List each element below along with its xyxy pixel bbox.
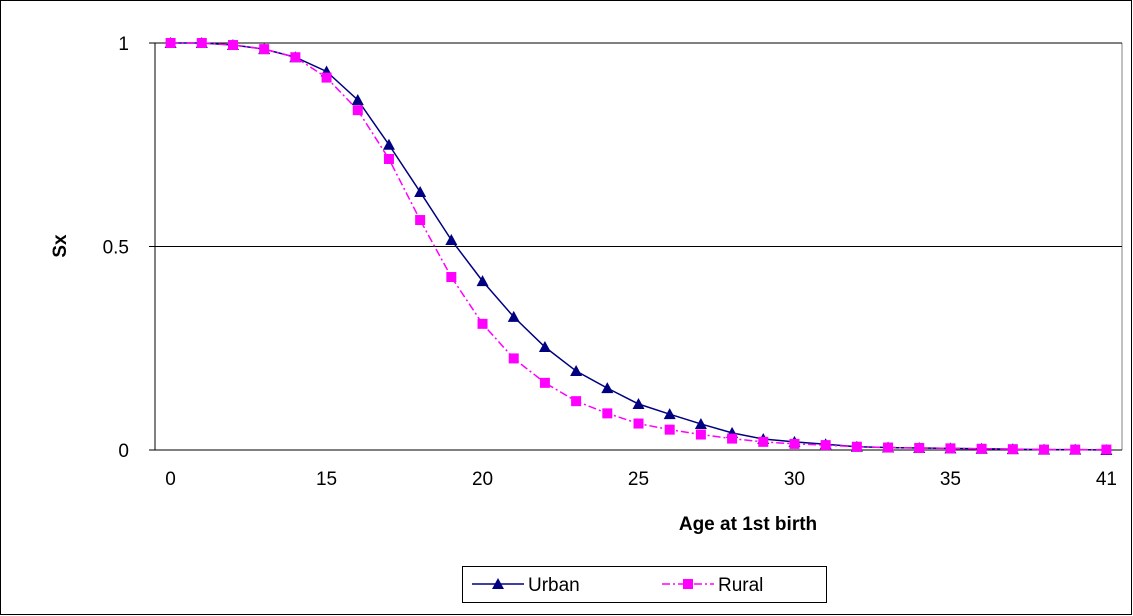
marker: [601, 382, 614, 394]
marker: [789, 438, 800, 449]
x-tick-label: 15: [316, 469, 337, 490]
marker: [633, 418, 644, 429]
marker: [538, 341, 551, 353]
y-tick-label: 0: [118, 441, 129, 462]
y-tick-label: 1: [118, 34, 129, 55]
marker: [227, 40, 238, 51]
marker: [415, 215, 426, 226]
marker: [727, 433, 738, 444]
marker: [571, 396, 582, 407]
legend-label: Rural: [718, 575, 763, 596]
marker: [477, 318, 488, 329]
marker: [445, 233, 458, 245]
marker: [508, 353, 519, 364]
y-tick-label: 0.5: [103, 238, 129, 259]
marker: [1101, 444, 1112, 455]
x-tick-label: 0: [165, 469, 176, 490]
marker: [321, 72, 332, 83]
legend-marker: [492, 578, 504, 589]
marker: [663, 408, 676, 420]
marker: [602, 408, 613, 419]
marker: [539, 377, 550, 388]
x-axis-label: Age at 1st birth: [679, 514, 817, 535]
legend-label: Urban: [528, 575, 580, 596]
y-axis-label: Sx: [50, 234, 71, 258]
marker: [664, 424, 675, 435]
marker: [165, 38, 176, 48]
marker: [820, 440, 831, 451]
marker: [914, 442, 925, 453]
marker: [1070, 444, 1081, 455]
marker: [507, 310, 520, 322]
x-tick-label: 30: [784, 469, 805, 490]
marker: [352, 105, 363, 116]
marker: [694, 417, 707, 429]
marker: [1039, 444, 1050, 455]
marker: [476, 275, 489, 287]
x-tick-label: 41: [1096, 469, 1117, 490]
x-tick-label: 20: [472, 469, 493, 490]
legend-marker: [683, 579, 693, 589]
marker: [259, 44, 270, 55]
marker: [945, 443, 956, 454]
x-tick-label: 35: [940, 469, 961, 490]
marker: [695, 429, 706, 440]
marker: [570, 365, 583, 377]
marker: [976, 443, 987, 454]
marker: [632, 398, 645, 410]
marker: [883, 442, 894, 453]
marker: [446, 272, 457, 283]
marker: [351, 93, 364, 105]
x-tick-label: 25: [628, 469, 649, 490]
marker: [290, 52, 301, 63]
marker: [758, 436, 769, 447]
marker: [196, 38, 207, 48]
marker: [1007, 444, 1018, 455]
marker: [382, 138, 395, 150]
marker: [383, 153, 394, 164]
marker: [414, 185, 427, 197]
marker: [851, 441, 862, 452]
